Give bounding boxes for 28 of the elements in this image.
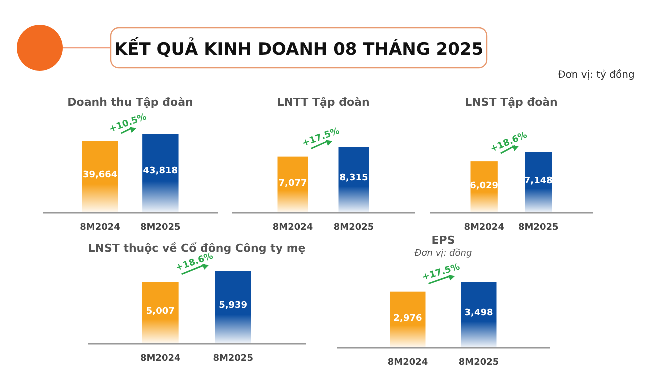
x-tick-label: 8M2024 <box>80 223 120 233</box>
data-label: 6,029 <box>470 182 499 192</box>
data-label: 5,939 <box>219 300 248 311</box>
chart-title: LNST thuộc về Cổ đông Công ty mẹ <box>88 241 306 255</box>
data-label: 8,315 <box>340 174 368 184</box>
chart-title: Doanh thu Tập đoàn <box>68 96 194 109</box>
x-tick-label: 8M2024 <box>388 358 428 368</box>
data-label: 39,664 <box>82 170 118 181</box>
x-tick-label: 8M2025 <box>140 223 181 233</box>
data-label: 2,976 <box>394 314 422 324</box>
x-tick-label: 8M2025 <box>213 354 254 364</box>
text: KẾT QUẢ KINH DOANH 08 THÁNG 2025 <box>114 37 484 60</box>
text: Đơn vị: tỷ đồng <box>558 69 635 81</box>
data-label: 5,007 <box>146 307 175 318</box>
chart-title: LNTT Tập đoàn <box>277 96 370 109</box>
data-label: 43,818 <box>143 166 178 177</box>
data-label: 3,498 <box>464 308 494 319</box>
x-tick-label: 8M2024 <box>140 354 181 364</box>
chart-title: LNST Tập đoàn <box>465 96 558 109</box>
chart-title: EPS <box>432 234 456 247</box>
x-tick-label: 8M2024 <box>272 223 314 233</box>
data-label: 7,148 <box>524 176 553 186</box>
x-tick-label: 8M2024 <box>464 223 504 233</box>
x-tick-label: 8M2025 <box>458 358 500 368</box>
x-tick-label: 8M2025 <box>518 223 559 233</box>
x-tick-label: 8M2025 <box>334 223 374 233</box>
chart-subtitle: Đơn vị: đồng <box>414 248 472 259</box>
data-label: 7,077 <box>278 179 308 190</box>
